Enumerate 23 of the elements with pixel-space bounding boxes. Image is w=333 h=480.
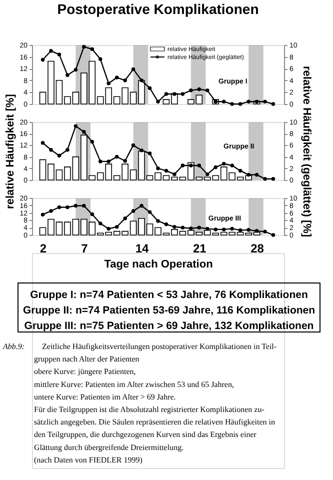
chart-title: Postoperative Komplikationen (57, 1, 259, 17)
x-tick-label: 28 (250, 242, 264, 256)
y2-axis-title: relative Häufigkeit (geglättet) [%] (300, 66, 312, 238)
text: obere Kurve: jüngere Patienten, (34, 367, 136, 376)
text: Zeitliche Häufigkeitsverteilungen postoperativer Komplikationen in Teil- (42, 342, 277, 351)
x-tick-label: 14 (135, 242, 150, 256)
text: untere Kurve: Patienten im Alter > 69 Jahre. (34, 392, 176, 402)
text: Gruppe III: n=75 Patienten > 69 Jahre, 132 Komplikationen (24, 320, 314, 332)
x-tick-label: 2 (40, 242, 47, 256)
text: Glättung durch übergreifende Dreiermittelung. (34, 442, 184, 452)
text: mittlere Kurve: Patienten im Alter zwischen 53 und 65 Jahren, (34, 380, 234, 389)
x-tick-label: 7 (81, 242, 88, 256)
x-tick-label: 21 (192, 242, 207, 256)
text: Gruppe I: n=74 Patienten < 53 Jahre, 76 Komplikationen (30, 289, 308, 301)
text: Für die Teilgruppen ist die Absolutzahl registrierter Komplikationen zu- (34, 405, 265, 414)
text: gruppen nach Alter der Patienten (34, 354, 140, 364)
text: Gruppe II: n=74 Patienten 53-69 Jahre, 116 Komplikationen (22, 304, 316, 316)
text: sätzlich angegeben. Die Säulen repräsentieren die relativen Häufigkeiten in (34, 418, 276, 427)
x-axis-title: Tage nach Operation (104, 258, 214, 270)
text: (nach Daten von FIEDLER 1999) (34, 455, 143, 464)
y-axis-title: relative Häufigkeit [%] (4, 94, 17, 209)
caption: Abb.9: (2, 342, 25, 351)
text: den Teilgruppen, die durchgezogenen Kurven sind das Ergebnis einer (34, 430, 257, 440)
